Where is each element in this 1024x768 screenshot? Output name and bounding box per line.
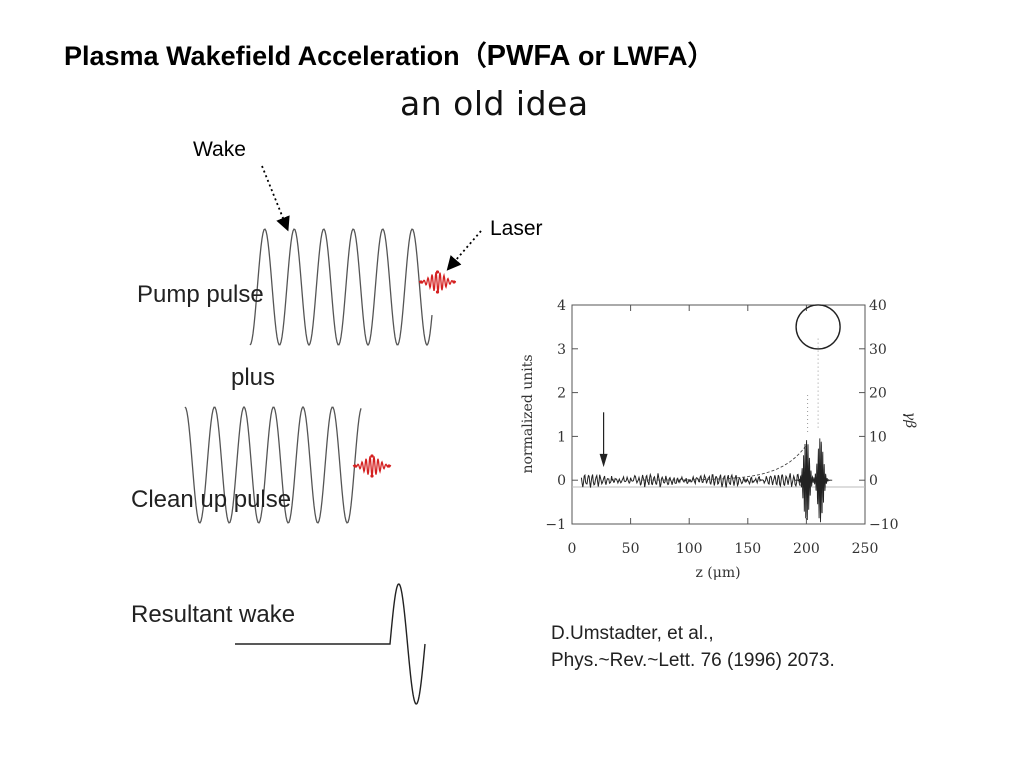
y-tick-label: 0 bbox=[557, 473, 566, 489]
clean-laser-dots bbox=[353, 454, 391, 478]
laser-dot bbox=[452, 280, 456, 284]
field-trace bbox=[580, 472, 801, 488]
laser-dot bbox=[435, 290, 440, 294]
x-tick-label: 150 bbox=[734, 541, 761, 557]
laser-dot bbox=[435, 270, 440, 274]
clean-up-pulse-label: Clean up pulse bbox=[131, 486, 292, 513]
laser-arrow bbox=[446, 230, 482, 271]
pump-wake-wave bbox=[249, 228, 433, 347]
y-tick-label: 3 bbox=[557, 342, 566, 358]
laser-dot bbox=[370, 454, 374, 458]
pulse-oscillation-trace bbox=[794, 438, 833, 523]
laser-dot bbox=[387, 464, 391, 468]
y-tick-labels: −1 0 1 2 3 4 bbox=[545, 298, 566, 533]
y-axis-label-right: γβ bbox=[902, 412, 918, 428]
citation: D.Umstadter, et al., Phys.~Rev.~Lett. 76… bbox=[551, 620, 835, 674]
x-tick-label: 200 bbox=[793, 541, 820, 557]
title-part2: PWFA bbox=[486, 40, 571, 72]
x-axis-label: z (μm) bbox=[695, 565, 740, 581]
laser-dot bbox=[353, 464, 357, 468]
plus-label: plus bbox=[231, 364, 276, 391]
y-tick-label: 2 bbox=[557, 386, 566, 402]
y-tick-label: 4 bbox=[557, 298, 566, 314]
y-tick-labels-right: −10 0 10 20 30 40 bbox=[869, 298, 899, 533]
plot-frame bbox=[571, 304, 866, 525]
slide-subtitle: an old idea bbox=[400, 84, 589, 123]
resultant-wake-label: Resultant wake bbox=[131, 601, 296, 628]
y-tick-label: 1 bbox=[557, 429, 566, 445]
plot-circle-annotation bbox=[795, 304, 841, 350]
x-tick-label: 50 bbox=[622, 541, 640, 557]
y-tick-label-right: 30 bbox=[869, 342, 887, 358]
clean-laser-pulse bbox=[352, 456, 392, 477]
resultant-wake-wave bbox=[235, 583, 426, 705]
wake-arrow bbox=[261, 165, 290, 232]
laser-label: Laser bbox=[490, 217, 543, 240]
clean-wake-wave bbox=[184, 405, 362, 524]
pump-pulse-label: Pump pulse bbox=[137, 281, 264, 308]
plot-ticks bbox=[571, 304, 866, 525]
momentum-trace bbox=[642, 444, 807, 481]
x-tick-labels: 0 50 100 150 200 250 bbox=[568, 541, 879, 557]
pump-laser-dots bbox=[419, 270, 456, 294]
slide-title: Plasma Wakefield Acceleration（PWFA or LW… bbox=[64, 34, 714, 73]
y-tick-label: −1 bbox=[545, 517, 566, 533]
title-part1: Plasma Wakefield Acceleration（ bbox=[64, 41, 487, 71]
y-tick-label-right: 0 bbox=[869, 473, 878, 489]
x-tick-label: 0 bbox=[568, 541, 577, 557]
citation-line-1: D.Umstadter, et al., bbox=[551, 623, 714, 644]
title-part3: or LWFA） bbox=[570, 41, 715, 71]
wake-label: Wake bbox=[193, 138, 246, 161]
pump-laser-pulse bbox=[418, 272, 457, 293]
y-tick-label-right: 40 bbox=[869, 298, 887, 314]
y-tick-label-right: 10 bbox=[869, 429, 887, 445]
laser-dot bbox=[370, 474, 374, 478]
laser-dot bbox=[419, 280, 423, 284]
plot-arrow-head bbox=[599, 453, 608, 468]
x-tick-label: 250 bbox=[852, 541, 879, 557]
x-tick-label: 100 bbox=[676, 541, 703, 557]
y-tick-label-right: −10 bbox=[869, 517, 899, 533]
citation-line-2: Phys.~Rev.~Lett. 76 (1996) 2073. bbox=[551, 650, 835, 671]
y-tick-label-right: 20 bbox=[869, 386, 887, 402]
y-axis-label: normalized units bbox=[520, 354, 536, 473]
